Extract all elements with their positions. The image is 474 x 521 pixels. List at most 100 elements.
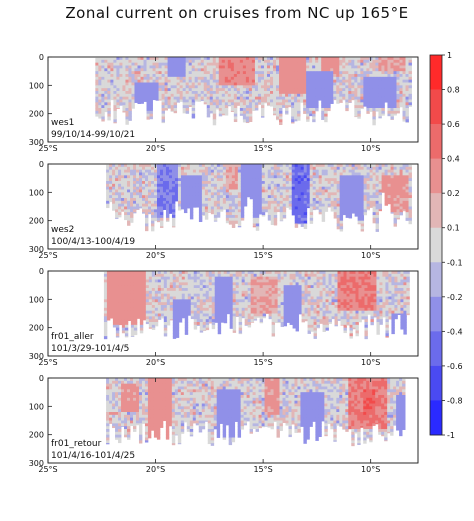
heatmap-cell: [245, 79, 250, 83]
heatmap-cell: [184, 324, 189, 329]
heatmap-cell: [136, 276, 141, 280]
heatmap-cell: [363, 212, 368, 216]
heatmap-cell: [231, 195, 236, 199]
heatmap-cell: [375, 195, 379, 199]
heatmap-cell: [174, 189, 179, 193]
heatmap-cell: [233, 113, 238, 117]
heatmap-cell: [192, 195, 197, 199]
heatmap-cell: [154, 271, 159, 275]
heatmap-cell: [264, 166, 269, 171]
heatmap-cell: [405, 200, 409, 205]
heatmap-cell: [276, 186, 281, 190]
heatmap-cell: [399, 181, 403, 185]
heatmap-cell: [318, 96, 322, 100]
heatmap-cell: [351, 178, 356, 182]
heatmap-cell: [151, 322, 156, 326]
heatmap-cell: [387, 85, 391, 89]
heatmap-cell: [139, 192, 143, 196]
heatmap-cell: [136, 192, 140, 196]
heatmap-cell: [232, 313, 237, 317]
heatmap-cell: [212, 113, 217, 117]
heatmap-cell: [95, 96, 99, 100]
heatmap-cell: [220, 271, 225, 275]
heatmap-cell: [258, 195, 263, 199]
heatmap-cell: [309, 74, 313, 78]
heatmap-cell: [232, 276, 237, 280]
heatmap-cell: [151, 279, 156, 283]
heatmap-cell: [116, 91, 120, 95]
heatmap-cell: [205, 316, 210, 320]
heatmap-cell: [143, 65, 147, 69]
heatmap-cell: [161, 102, 165, 106]
heatmap-cell: [143, 68, 147, 72]
heatmap-cell: [363, 71, 367, 75]
heatmap-cell: [330, 164, 335, 168]
heatmap-cell: [223, 299, 228, 303]
heatmap-cell: [191, 110, 196, 115]
heatmap-cell: [185, 65, 190, 69]
heatmap-cell: [193, 305, 198, 309]
heatmap-cell: [252, 203, 257, 207]
heatmap-cell: [214, 290, 219, 295]
heatmap-cell: [222, 164, 227, 168]
heatmap-cell: [408, 88, 412, 92]
heatmap-cell: [136, 288, 141, 292]
heatmap-cell: [118, 206, 122, 210]
heatmap-cell: [216, 164, 221, 168]
heatmap-cell: [130, 195, 134, 199]
heatmap-cell: [232, 307, 237, 312]
heatmap-cell: [348, 57, 352, 61]
heatmap-cell: [300, 220, 305, 224]
heatmap-cell: [384, 172, 388, 176]
heatmap-cell: [152, 68, 156, 72]
heatmap-cell: [393, 178, 397, 182]
heatmap-cell: [145, 293, 150, 297]
heatmap-cell: [273, 105, 277, 109]
heatmap-cell: [390, 166, 394, 171]
heatmap-cell: [372, 105, 376, 109]
heatmap-cell: [133, 183, 137, 188]
heatmap-cell: [213, 175, 218, 179]
heatmap-cell: [148, 175, 152, 179]
heatmap-cell: [115, 212, 119, 216]
heatmap-cell: [198, 209, 203, 213]
heatmap-cell: [232, 296, 237, 300]
heatmap-cell: [396, 71, 400, 75]
heatmap-cell: [182, 68, 187, 72]
heatmap-cell: [306, 76, 310, 81]
heatmap-cell: [191, 93, 196, 98]
heatmap-cell: [208, 296, 213, 300]
heatmap-cell: [197, 82, 202, 86]
heatmap-cell: [209, 88, 214, 92]
heatmap-cell: [173, 62, 178, 66]
heatmap-cell: [213, 220, 218, 222]
heatmap-cell: [199, 324, 204, 329]
heatmap-cell: [204, 200, 209, 205]
heatmap-cell: [357, 91, 361, 95]
heatmap-cell: [218, 108, 223, 112]
heatmap-cell: [267, 206, 272, 210]
heatmap-cell: [279, 164, 284, 168]
heatmap-cell: [160, 276, 165, 280]
heatmap-cell: [273, 88, 277, 92]
heatmap-cell: [183, 198, 188, 202]
heatmap-cell: [133, 166, 137, 171]
heatmap-cell: [238, 288, 243, 292]
heatmap-cell: [315, 88, 319, 92]
heatmap-cell: [139, 203, 143, 207]
heatmap-cell: [199, 322, 204, 326]
heatmap-cell: [321, 82, 325, 86]
heatmap-cell: [118, 293, 123, 297]
heatmap-cell: [200, 62, 205, 66]
heatmap-cell: [282, 203, 287, 207]
heatmap-cell: [195, 203, 200, 207]
heatmap-cell: [118, 273, 123, 278]
heatmap-cell: [128, 108, 132, 112]
heatmap-cell: [236, 71, 241, 75]
heatmap-cell: [189, 217, 194, 220]
heatmap-cell: [194, 93, 199, 98]
heatmap-cell: [133, 200, 137, 205]
heatmap-cell: [402, 203, 406, 207]
heatmap-cell: [171, 166, 176, 171]
heatmap-cell: [136, 279, 141, 283]
